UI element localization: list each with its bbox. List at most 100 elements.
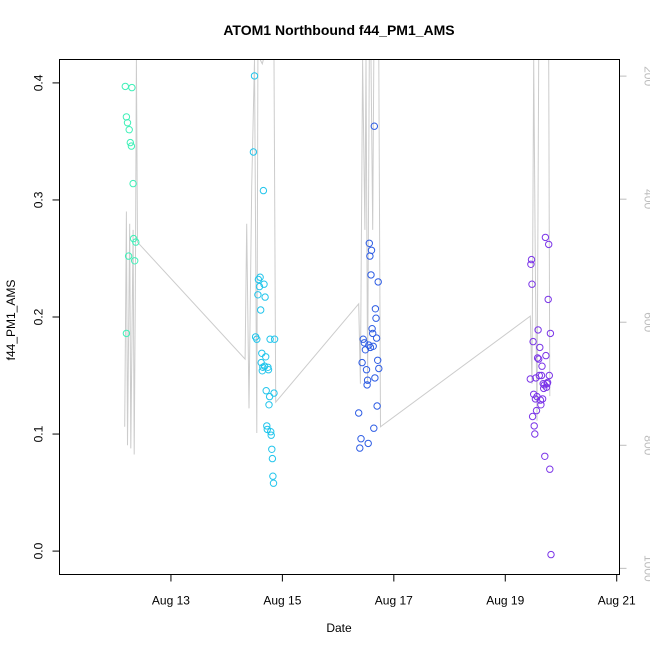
data-point: [537, 371, 546, 380]
data-point: [527, 260, 535, 268]
data-point: [373, 402, 381, 410]
y-axis-label: f44_PM1_AMS: [4, 280, 18, 361]
data-point: [541, 233, 550, 242]
y2-tick-label: 600: [642, 312, 650, 332]
y2-tick-label: 1000: [642, 555, 650, 582]
data-point: [123, 119, 132, 127]
data-point: [371, 305, 380, 313]
data-point: [131, 257, 139, 265]
y-tick-label: 0.2: [32, 308, 46, 325]
y-tick-label: 0.0: [32, 542, 46, 559]
data-point: [121, 82, 130, 91]
x-tick-label: Aug 15: [263, 594, 301, 608]
data-point: [270, 389, 278, 397]
data-point: [256, 273, 264, 281]
data-point: [267, 431, 275, 439]
data-point: [126, 138, 135, 147]
data-point: [369, 342, 377, 350]
data-point: [374, 278, 382, 286]
data-point: [370, 424, 378, 432]
data-point: [532, 406, 541, 415]
data-point: [129, 179, 137, 188]
y2-tick-label: 800: [642, 435, 650, 455]
y2-tick-label: 400: [642, 189, 650, 209]
data-point: [367, 271, 375, 279]
data-point: [542, 383, 551, 391]
data-point: [538, 362, 546, 370]
trace-layer: [124, 59, 551, 455]
data-point: [526, 375, 534, 383]
data-point: [257, 306, 265, 314]
y2-tick-label: 200: [642, 66, 650, 86]
data-point: [533, 354, 542, 362]
x-tick-label: Aug 19: [486, 594, 524, 608]
data-point: [529, 337, 537, 346]
data-point: [527, 255, 536, 264]
data-point: [367, 246, 376, 255]
data-point: [357, 435, 365, 443]
data-point: [531, 430, 539, 438]
axes-layer: Aug 13 Aug 15 Aug 17 Aug 19 Aug 21 0.0 0.1 0.2 0…: [32, 66, 650, 607]
data-point: [259, 186, 268, 195]
data-point: [374, 356, 382, 364]
data-point: [253, 335, 261, 343]
data-point: [363, 381, 371, 389]
data-point: [262, 353, 270, 361]
data-point: [261, 293, 269, 301]
data-point: [545, 371, 553, 380]
data-point: [254, 291, 262, 299]
data-point: [258, 349, 266, 357]
data-point: [362, 366, 371, 374]
data-point: [125, 126, 133, 134]
x-axis-label: Date: [326, 621, 352, 635]
data-point: [132, 238, 140, 246]
data-point: [124, 252, 133, 260]
data-point: [270, 335, 279, 343]
data-point: [365, 341, 373, 349]
chart-title: ATOM1 Northbound f44_PM1_AMS: [223, 22, 454, 38]
data-point: [249, 148, 258, 156]
data-point: [543, 378, 552, 387]
y-tick-label: 0.1: [32, 425, 46, 442]
data-point: [268, 454, 277, 463]
data-point: [534, 326, 542, 334]
x-tick-label: Aug 17: [375, 594, 413, 608]
data-point: [264, 366, 273, 374]
trace-line: [124, 59, 551, 455]
data-point: [535, 371, 543, 380]
data-point: [528, 280, 536, 288]
data-point: [368, 325, 376, 333]
data-point: [122, 329, 131, 338]
data-point: [266, 335, 274, 343]
data-point: [363, 376, 372, 384]
y-tick-label: 0.4: [32, 74, 46, 91]
data-point: [536, 343, 544, 352]
data-point: [372, 334, 381, 342]
data-point: [356, 444, 364, 452]
data-point: [250, 72, 259, 80]
data-point: [260, 280, 268, 288]
data-point: [544, 295, 552, 304]
data-point: [370, 122, 378, 130]
data-point: [545, 240, 553, 249]
data-point: [541, 452, 549, 460]
x-tick-label: Aug 21: [598, 594, 636, 608]
data-point: [265, 392, 274, 401]
data-point: [547, 550, 555, 559]
data-point: [535, 355, 543, 363]
data-point: [262, 387, 270, 395]
data-point: [372, 314, 380, 322]
data-point: [127, 142, 136, 150]
data-point: [546, 465, 554, 473]
data-point: [365, 239, 373, 248]
data-point: [128, 83, 136, 92]
plot-frame: [59, 59, 620, 575]
points-layer: [121, 72, 555, 559]
data-point: [531, 395, 540, 403]
data-point: [268, 445, 276, 453]
data-point: [528, 412, 537, 421]
data-point: [263, 422, 271, 430]
y-tick-label: 0.3: [32, 191, 46, 208]
data-point: [358, 358, 366, 367]
